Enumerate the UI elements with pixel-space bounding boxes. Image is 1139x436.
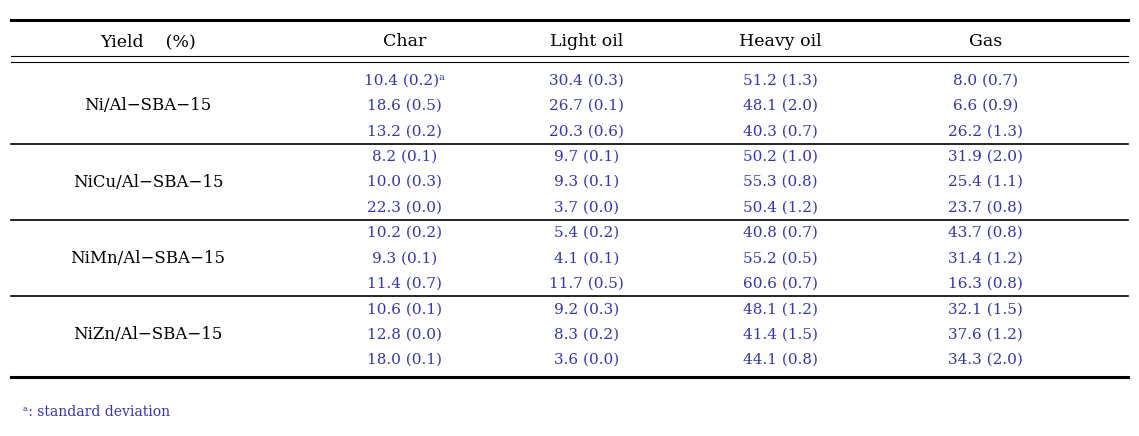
Text: 9.2 (0.3): 9.2 (0.3) <box>554 302 620 316</box>
Text: 10.6 (0.1): 10.6 (0.1) <box>367 302 442 316</box>
Text: 11.7 (0.5): 11.7 (0.5) <box>549 277 624 291</box>
Text: 40.8 (0.7): 40.8 (0.7) <box>743 226 818 240</box>
Text: 11.4 (0.7): 11.4 (0.7) <box>367 277 442 291</box>
Text: 31.4 (1.2): 31.4 (1.2) <box>948 251 1023 266</box>
Text: 23.7 (0.8): 23.7 (0.8) <box>948 201 1023 215</box>
Text: 3.6 (0.0): 3.6 (0.0) <box>554 353 620 367</box>
Text: 9.7 (0.1): 9.7 (0.1) <box>554 150 620 164</box>
Text: 20.3 (0.6): 20.3 (0.6) <box>549 124 624 138</box>
Text: 13.2 (0.2): 13.2 (0.2) <box>367 124 442 138</box>
Text: 18.6 (0.5): 18.6 (0.5) <box>367 99 442 113</box>
Text: Heavy oil: Heavy oil <box>739 33 821 50</box>
Text: Gas: Gas <box>968 33 1002 50</box>
Text: 18.0 (0.1): 18.0 (0.1) <box>367 353 442 367</box>
Text: 30.4 (0.3): 30.4 (0.3) <box>549 73 624 87</box>
Text: 41.4 (1.5): 41.4 (1.5) <box>743 327 818 342</box>
Text: NiCu/Al−SBA−15: NiCu/Al−SBA−15 <box>73 174 223 191</box>
Text: 3.7 (0.0): 3.7 (0.0) <box>554 201 620 215</box>
Text: 9.3 (0.1): 9.3 (0.1) <box>554 175 620 189</box>
Text: 55.3 (0.8): 55.3 (0.8) <box>743 175 818 189</box>
Text: NiZn/Al−SBA−15: NiZn/Al−SBA−15 <box>73 326 223 343</box>
Text: 22.3 (0.0): 22.3 (0.0) <box>367 201 442 215</box>
Text: 48.1 (1.2): 48.1 (1.2) <box>743 302 818 316</box>
Text: 60.6 (0.7): 60.6 (0.7) <box>743 277 818 291</box>
Text: 25.4 (1.1): 25.4 (1.1) <box>948 175 1023 189</box>
Text: 4.1 (0.1): 4.1 (0.1) <box>554 251 620 266</box>
Text: 44.1 (0.8): 44.1 (0.8) <box>743 353 818 367</box>
Text: 34.3 (2.0): 34.3 (2.0) <box>948 353 1023 367</box>
Text: 32.1 (1.5): 32.1 (1.5) <box>948 302 1023 316</box>
Text: 48.1 (2.0): 48.1 (2.0) <box>743 99 818 113</box>
Text: 16.3 (0.8): 16.3 (0.8) <box>948 277 1023 291</box>
Text: 8.0 (0.7): 8.0 (0.7) <box>952 73 1018 87</box>
Text: 43.7 (0.8): 43.7 (0.8) <box>948 226 1023 240</box>
Text: NiMn/Al−SBA−15: NiMn/Al−SBA−15 <box>71 250 226 267</box>
Text: 10.2 (0.2): 10.2 (0.2) <box>367 226 442 240</box>
Text: 50.4 (1.2): 50.4 (1.2) <box>743 201 818 215</box>
Text: 9.3 (0.1): 9.3 (0.1) <box>371 251 437 266</box>
Text: 37.6 (1.2): 37.6 (1.2) <box>948 327 1023 342</box>
Text: 55.2 (0.5): 55.2 (0.5) <box>743 251 818 266</box>
Text: 10.0 (0.3): 10.0 (0.3) <box>367 175 442 189</box>
Text: 6.6 (0.9): 6.6 (0.9) <box>952 99 1018 113</box>
Text: 5.4 (0.2): 5.4 (0.2) <box>554 226 620 240</box>
Text: Yield    (%): Yield (%) <box>100 33 196 50</box>
Text: 31.9 (2.0): 31.9 (2.0) <box>948 150 1023 164</box>
Text: Ni/Al−SBA−15: Ni/Al−SBA−15 <box>84 97 212 114</box>
Text: 10.4 (0.2)ᵃ: 10.4 (0.2)ᵃ <box>363 73 445 87</box>
Text: 8.3 (0.2): 8.3 (0.2) <box>554 327 620 342</box>
Text: 51.2 (1.3): 51.2 (1.3) <box>743 73 818 87</box>
Text: 8.2 (0.1): 8.2 (0.1) <box>371 150 437 164</box>
Text: 12.8 (0.0): 12.8 (0.0) <box>367 327 442 342</box>
Text: 40.3 (0.7): 40.3 (0.7) <box>743 124 818 138</box>
Text: 26.2 (1.3): 26.2 (1.3) <box>948 124 1023 138</box>
Text: Light oil: Light oil <box>550 33 623 50</box>
Text: 50.2 (1.0): 50.2 (1.0) <box>743 150 818 164</box>
Text: 26.7 (0.1): 26.7 (0.1) <box>549 99 624 113</box>
Text: Char: Char <box>383 33 426 50</box>
Text: ᵃ: standard deviation: ᵃ: standard deviation <box>23 405 170 419</box>
